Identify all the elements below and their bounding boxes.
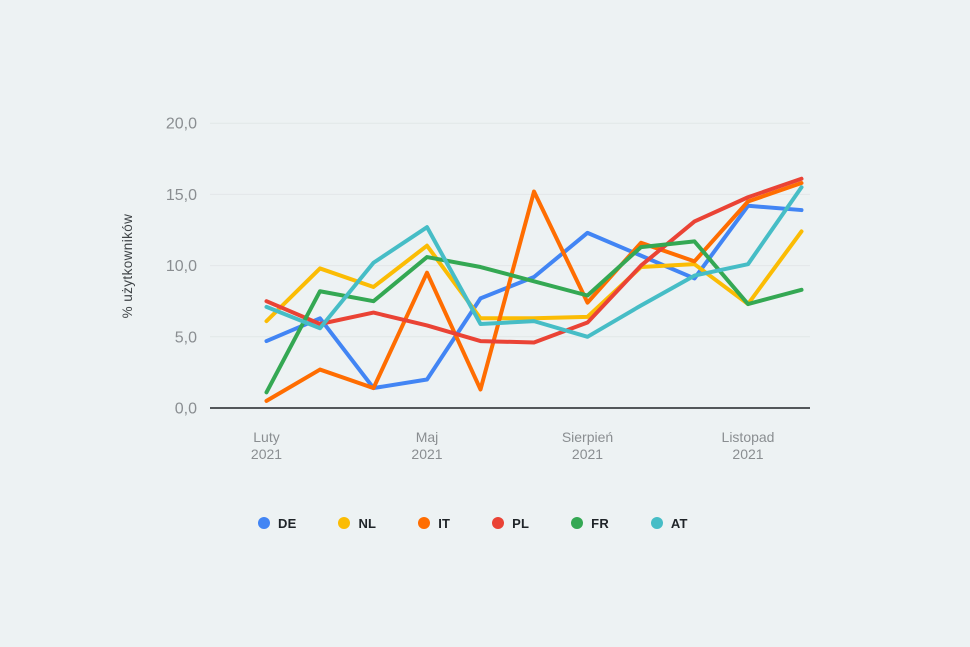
- series-line-AT[interactable]: [264, 185, 804, 339]
- x-tick-label-year: 2021: [572, 446, 603, 462]
- y-tick-label: 0,0: [175, 401, 197, 418]
- x-tick-label: Luty: [253, 429, 279, 445]
- y-tick-label: 20,0: [166, 116, 197, 133]
- legend-item-DE[interactable]: DE: [258, 516, 296, 531]
- legend-label: AT: [670, 515, 688, 531]
- legend-label: PL: [512, 515, 530, 531]
- legend-label: FR: [591, 515, 609, 531]
- legend-swatch-DE: [258, 517, 270, 529]
- legend-label: IT: [438, 515, 451, 531]
- series-line-FR[interactable]: [264, 239, 804, 395]
- legend-item-PL[interactable]: PL: [492, 516, 529, 531]
- legend-swatch-IT: [418, 517, 431, 529]
- legend-item-IT[interactable]: IT: [418, 516, 450, 531]
- legend-item-AT[interactable]: AT: [650, 515, 688, 531]
- x-tick-label: Maj: [416, 429, 439, 445]
- legend-swatch-FR: [571, 517, 584, 529]
- legend-item-FR[interactable]: FR: [571, 516, 609, 531]
- x-tick-label: Sierpień: [562, 429, 613, 445]
- x-tick-label-year: 2021: [251, 446, 282, 462]
- x-tick-label-year: 2021: [411, 446, 442, 462]
- y-axis-title: % użytkowników: [120, 214, 135, 319]
- x-tick-label: Listopad: [722, 429, 775, 445]
- y-tick-label: 5,0: [175, 329, 197, 346]
- legend: DE NL IT PL FR AT: [258, 514, 688, 532]
- y-tick-label: 15,0: [166, 187, 197, 204]
- legend-swatch-NL: [338, 517, 351, 529]
- y-tick-label: 10,0: [166, 258, 197, 275]
- series-line-IT[interactable]: [264, 181, 804, 403]
- legend-label: NL: [358, 515, 377, 531]
- legend-swatch-PL: [492, 517, 505, 529]
- series-line-PL[interactable]: [264, 176, 804, 345]
- series-line-NL[interactable]: [264, 229, 804, 324]
- x-tick-label-year: 2021: [732, 446, 763, 462]
- legend-swatch-AT: [650, 517, 663, 529]
- legend-label: DE: [278, 515, 297, 531]
- series-line-DE[interactable]: [264, 203, 804, 391]
- legend-item-NL[interactable]: NL: [338, 516, 376, 531]
